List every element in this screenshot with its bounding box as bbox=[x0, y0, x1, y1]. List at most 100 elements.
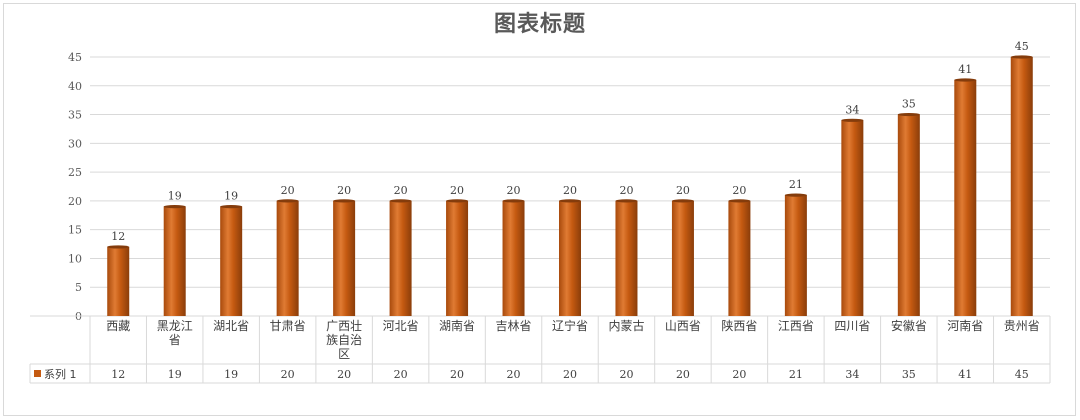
bar bbox=[446, 200, 469, 316]
bar-group bbox=[954, 78, 977, 317]
data-label: 34 bbox=[845, 103, 859, 116]
bar bbox=[559, 200, 581, 316]
bar bbox=[163, 206, 186, 316]
data-labels: 12 19 19 20 20 20 20 20 20 20 20 20 21 34 35 41 45 bbox=[111, 40, 1029, 243]
table-value: 20 bbox=[337, 368, 351, 381]
data-label: 41 bbox=[958, 63, 972, 76]
x-category-label: 广西壮族自治区 bbox=[326, 319, 362, 361]
data-label: 20 bbox=[337, 184, 351, 197]
bar-top bbox=[728, 199, 751, 203]
bar-top bbox=[559, 199, 581, 203]
bar-group bbox=[446, 199, 469, 316]
data-label: 20 bbox=[450, 184, 464, 197]
x-category-label: 江西省 bbox=[778, 319, 814, 333]
bar bbox=[728, 200, 751, 316]
table-value: 35 bbox=[902, 368, 916, 381]
category-line: 安徽省 bbox=[891, 318, 927, 333]
bar-top bbox=[333, 199, 356, 203]
bar bbox=[276, 200, 299, 316]
data-label: 19 bbox=[168, 190, 182, 203]
y-tick-label: 20 bbox=[68, 195, 82, 208]
bar-group bbox=[163, 205, 186, 316]
category-line: 江西省 bbox=[778, 319, 814, 333]
bar bbox=[107, 246, 130, 316]
bar-top bbox=[841, 118, 864, 122]
y-tick-label: 40 bbox=[68, 80, 82, 93]
x-category-label: 河北省 bbox=[383, 319, 419, 333]
bar bbox=[333, 200, 356, 316]
bar-top bbox=[897, 112, 920, 117]
bar bbox=[389, 200, 412, 316]
bar bbox=[671, 200, 694, 316]
category-line: 广西壮 bbox=[326, 319, 362, 333]
bar-group bbox=[841, 118, 864, 316]
x-category-label: 山西省 bbox=[665, 319, 701, 333]
bar-group bbox=[615, 199, 638, 316]
chart-title: 图表标题 bbox=[493, 12, 586, 37]
category-line: 族自治 bbox=[326, 333, 362, 347]
bar bbox=[897, 114, 920, 316]
bar-group bbox=[559, 199, 581, 316]
legend: 系列 1 bbox=[34, 367, 77, 381]
y-tick-label: 30 bbox=[68, 137, 82, 150]
y-tick-label: 5 bbox=[75, 281, 82, 294]
data-table: 西藏 12 黑龙江省 19 湖北省 19 甘肃省 20 广西壮族自治区 20 河北省 20 湖南省 20 吉… bbox=[29, 315, 1051, 384]
bar-top bbox=[446, 199, 469, 203]
category-line: 河北省 bbox=[383, 319, 419, 333]
x-category-label: 内蒙古 bbox=[608, 318, 644, 333]
bar-group bbox=[897, 112, 920, 316]
bar bbox=[502, 200, 525, 316]
x-category-label: 陕西省 bbox=[721, 318, 757, 333]
bar-group bbox=[333, 199, 356, 316]
category-line: 湖南省 bbox=[439, 318, 475, 333]
x-category-label: 安徽省 bbox=[891, 318, 927, 333]
bar-top bbox=[276, 199, 299, 203]
legend-swatch bbox=[34, 370, 41, 377]
x-category-label: 贵州省 bbox=[1004, 319, 1040, 333]
category-line: 山西省 bbox=[665, 319, 701, 333]
x-category-label: 湖南省 bbox=[439, 318, 475, 333]
category-line: 辽宁省 bbox=[552, 318, 588, 333]
category-line: 黑龙江 bbox=[157, 319, 193, 333]
data-label: 20 bbox=[732, 184, 746, 197]
data-label: 20 bbox=[676, 184, 690, 197]
x-category-label: 河南省 bbox=[947, 318, 983, 333]
bar-top bbox=[502, 199, 525, 203]
data-label: 45 bbox=[1015, 40, 1029, 53]
data-label: 20 bbox=[394, 184, 408, 197]
category-line: 陕西省 bbox=[721, 318, 757, 333]
category-line: 甘肃省 bbox=[270, 319, 306, 333]
legend-label: 系列 1 bbox=[44, 367, 77, 381]
data-label: 12 bbox=[111, 230, 125, 243]
table-value: 19 bbox=[168, 368, 182, 381]
data-label: 19 bbox=[224, 190, 238, 203]
bar-group bbox=[671, 199, 694, 316]
x-category-label: 湖北省 bbox=[213, 318, 249, 333]
bar-group bbox=[220, 205, 243, 316]
x-category-label: 西藏 bbox=[106, 319, 130, 333]
bar-group bbox=[389, 199, 412, 316]
data-label: 20 bbox=[507, 184, 521, 197]
category-line: 西藏 bbox=[106, 319, 130, 333]
table-value: 20 bbox=[676, 368, 690, 381]
bar-top bbox=[615, 199, 638, 203]
data-label: 20 bbox=[281, 184, 295, 197]
table-value: 20 bbox=[619, 368, 633, 381]
bar-top bbox=[389, 199, 412, 203]
bar bbox=[841, 120, 864, 316]
table-value: 41 bbox=[958, 368, 972, 381]
y-tick-label: 15 bbox=[68, 224, 82, 237]
y-tick-label: 35 bbox=[68, 109, 82, 122]
x-category-label: 辽宁省 bbox=[552, 318, 588, 333]
bar-group bbox=[276, 199, 299, 316]
bar-group bbox=[107, 245, 130, 316]
y-tick-label: 25 bbox=[68, 166, 82, 179]
table-value: 45 bbox=[1015, 368, 1029, 381]
table-value: 34 bbox=[845, 368, 859, 381]
bar-group bbox=[784, 193, 807, 316]
bars bbox=[107, 55, 1033, 317]
bar-top bbox=[784, 193, 807, 197]
bar-top bbox=[107, 245, 130, 249]
category-line: 河南省 bbox=[947, 318, 983, 333]
table-value: 20 bbox=[281, 368, 295, 381]
